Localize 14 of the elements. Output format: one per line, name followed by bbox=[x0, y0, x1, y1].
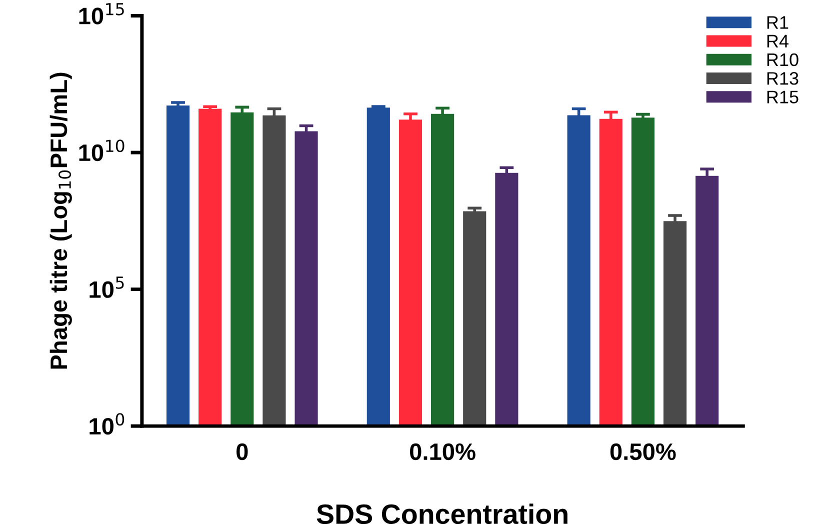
y-tick-label: 10$^{5}$ bbox=[90, 276, 124, 298]
legend-label: R10 bbox=[767, 53, 798, 66]
legend-label: R4 bbox=[767, 34, 788, 48]
y-tick-label: 10$^{10}$ bbox=[79, 140, 124, 162]
legend-label: R15 bbox=[767, 90, 798, 104]
y-tick-label: 10$^{15}$ bbox=[79, 3, 124, 24]
x-axis-title: SDS Concentration bbox=[316, 504, 568, 524]
x-tick-label: 0.50% bbox=[610, 443, 676, 460]
legend-label: R1 bbox=[767, 16, 788, 29]
legend-label: R13 bbox=[767, 72, 798, 85]
x-tick-label: 0.10% bbox=[410, 443, 476, 460]
y-tick-label: 10$^{0}$ bbox=[90, 413, 124, 435]
y-axis-title: Phage titre (Log$_{10}$PFU/mL) bbox=[50, 72, 72, 369]
x-tick-label: 0 bbox=[236, 443, 248, 460]
